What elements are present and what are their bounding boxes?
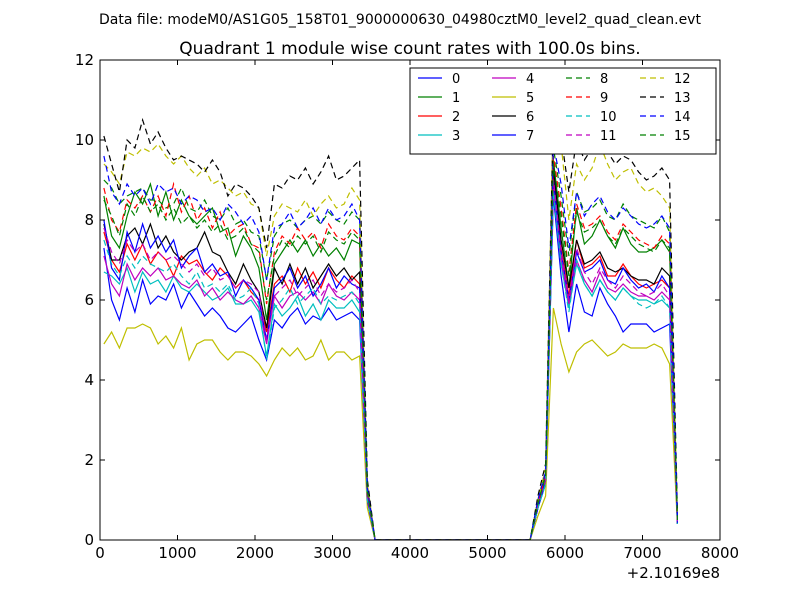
y-tick-label: 8 bbox=[84, 211, 94, 229]
legend-label-9: 9 bbox=[600, 91, 608, 106]
legend-label-2: 2 bbox=[452, 110, 460, 125]
legend-label-5: 5 bbox=[526, 91, 534, 106]
y-tick-label: 12 bbox=[75, 51, 94, 69]
data-file-header: Data file: modeM0/AS1G05_158T01_90000006… bbox=[99, 12, 701, 28]
series-line-1 bbox=[103, 159, 678, 540]
series-line-10 bbox=[103, 191, 678, 540]
series-line-8 bbox=[103, 147, 678, 540]
legend-label-11: 11 bbox=[600, 129, 617, 144]
series-layer bbox=[103, 103, 678, 540]
x-tick-label: 1000 bbox=[158, 544, 196, 562]
x-offset-label: +2.10169e8 bbox=[627, 564, 720, 582]
legend-label-13: 13 bbox=[674, 91, 691, 106]
x-tick-label: 7000 bbox=[623, 544, 661, 562]
series-line-2 bbox=[103, 175, 678, 540]
series-line-13 bbox=[103, 111, 678, 540]
y-tick-label: 2 bbox=[84, 451, 94, 469]
y-tick-label: 10 bbox=[75, 131, 94, 149]
y-tick-label: 4 bbox=[84, 371, 94, 389]
series-line-4 bbox=[103, 183, 678, 540]
x-tick-label: 8000 bbox=[701, 544, 739, 562]
series-line-3 bbox=[103, 187, 678, 540]
legend-label-7: 7 bbox=[526, 129, 534, 144]
series-line-0 bbox=[103, 195, 678, 540]
legend-label-3: 3 bbox=[452, 129, 460, 144]
legend-label-14: 14 bbox=[674, 110, 691, 125]
legend-label-8: 8 bbox=[600, 72, 608, 87]
axis-ticks: 0 1000 2000 3000 4000 5000 6000 7000 80000246810… bbox=[75, 51, 739, 562]
legend-label-0: 0 bbox=[452, 72, 460, 87]
x-tick-label: 0 bbox=[95, 544, 105, 562]
series-line-12 bbox=[103, 103, 678, 540]
series-line-6 bbox=[103, 167, 678, 540]
legend-label-1: 1 bbox=[452, 91, 460, 106]
legend-frame bbox=[409, 67, 717, 155]
x-tick-label: 5000 bbox=[468, 544, 506, 562]
x-tick-label: 2000 bbox=[236, 544, 274, 562]
legend-label-15: 15 bbox=[674, 129, 691, 144]
x-tick-label: 3000 bbox=[313, 544, 351, 562]
y-tick-label: 6 bbox=[84, 291, 94, 309]
legend-label-10: 10 bbox=[600, 110, 617, 125]
x-tick-label: 6000 bbox=[546, 544, 584, 562]
chart-title: Quadrant 1 module wise count rates with … bbox=[179, 39, 640, 59]
legend-label-12: 12 bbox=[674, 72, 691, 87]
legend-label-6: 6 bbox=[526, 110, 534, 125]
y-tick-label: 0 bbox=[84, 531, 94, 549]
series-line-14 bbox=[103, 143, 678, 540]
series-line-11 bbox=[103, 179, 678, 540]
series-line-7 bbox=[103, 179, 678, 540]
series-line-15 bbox=[103, 163, 678, 540]
series-line-5 bbox=[103, 307, 678, 540]
legend-label-4: 4 bbox=[526, 72, 534, 87]
series-line-9 bbox=[103, 155, 678, 540]
x-tick-label: 4000 bbox=[391, 544, 429, 562]
